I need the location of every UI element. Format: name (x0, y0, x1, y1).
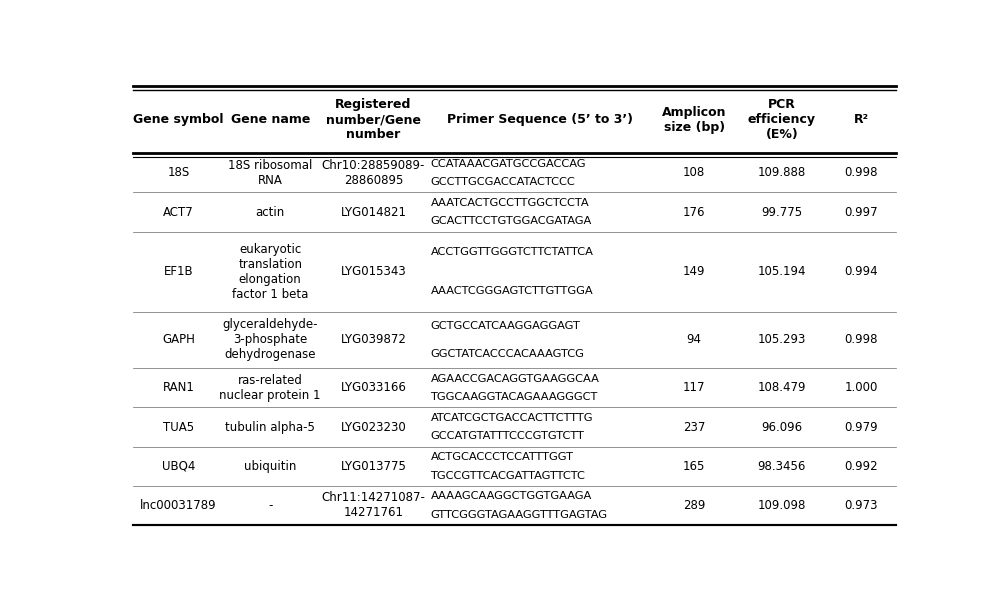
Text: GCCATGTATTTCCCGTGTCTT: GCCATGTATTTCCCGTGTCTT (431, 431, 584, 442)
Text: 0.992: 0.992 (844, 460, 878, 473)
Text: GCTGCCATCAAGGAGGAGT: GCTGCCATCAAGGAGGAGT (431, 322, 580, 331)
Text: RAN1: RAN1 (162, 382, 194, 394)
Text: Registered
number/Gene
number: Registered number/Gene number (326, 98, 421, 141)
Text: PCR
efficiency
(E%): PCR efficiency (E%) (748, 98, 816, 141)
Text: EF1B: EF1B (164, 265, 193, 278)
Text: GTTCGGGTAGAAGGTTTGAGTAG: GTTCGGGTAGAAGGTTTGAGTAG (431, 509, 608, 520)
Text: actin: actin (256, 206, 285, 218)
Text: GGCTATCACCCACAAAGTCG: GGCTATCACCCACAAAGTCG (431, 349, 584, 359)
Text: 149: 149 (683, 265, 705, 278)
Text: ACCTGGTTGGGTCTTCTATTCA: ACCTGGTTGGGTCTTCTATTCA (431, 247, 593, 257)
Text: LYG015343: LYG015343 (341, 265, 406, 278)
Text: 99.775: 99.775 (761, 206, 802, 218)
Text: ACT7: ACT7 (163, 206, 194, 218)
Text: 108: 108 (683, 166, 705, 179)
Text: GCACTTCCTGTGGACGATAGA: GCACTTCCTGTGGACGATAGA (431, 217, 592, 226)
Text: ras-related
nuclear protein 1: ras-related nuclear protein 1 (219, 374, 321, 402)
Text: Chr11:14271087-
14271761: Chr11:14271087- 14271761 (322, 491, 425, 519)
Text: 1.000: 1.000 (844, 382, 878, 394)
Text: 105.293: 105.293 (758, 334, 806, 346)
Text: Primer Sequence (5’ to 3’): Primer Sequence (5’ to 3’) (447, 113, 633, 126)
Text: ACTGCACCCTCCATTTGGT: ACTGCACCCTCCATTTGGT (431, 452, 574, 462)
Text: LYG033166: LYG033166 (341, 382, 406, 394)
Text: CCATAAACGATGCCGACCAG: CCATAAACGATGCCGACCAG (431, 158, 586, 169)
Text: TGCCGTTCACGATTAGTTCTC: TGCCGTTCACGATTAGTTCTC (431, 470, 585, 481)
Text: 0.998: 0.998 (844, 166, 878, 179)
Text: 109.098: 109.098 (758, 499, 806, 512)
Text: 18S: 18S (167, 166, 190, 179)
Text: Gene name: Gene name (231, 113, 310, 126)
Text: 109.888: 109.888 (758, 166, 806, 179)
Text: 98.3456: 98.3456 (758, 460, 806, 473)
Text: 176: 176 (683, 206, 705, 218)
Text: AAAAGCAAGGCTGGTGAAGA: AAAAGCAAGGCTGGTGAAGA (431, 491, 592, 501)
Text: -: - (268, 499, 272, 512)
Text: Gene symbol: Gene symbol (133, 113, 224, 126)
Text: 117: 117 (683, 382, 705, 394)
Text: 0.973: 0.973 (844, 499, 878, 512)
Text: Amplicon
size (bp): Amplicon size (bp) (662, 106, 726, 134)
Text: UBQ4: UBQ4 (162, 460, 195, 473)
Text: 0.979: 0.979 (844, 421, 878, 434)
Text: eukaryotic
translation
elongation
factor 1 beta: eukaryotic translation elongation factor… (232, 242, 308, 301)
Text: 0.994: 0.994 (844, 265, 878, 278)
Text: 96.096: 96.096 (761, 421, 802, 434)
Text: 165: 165 (683, 460, 705, 473)
Text: lnc00031789: lnc00031789 (140, 499, 217, 512)
Text: LYG014821: LYG014821 (340, 206, 406, 218)
Text: TUA5: TUA5 (163, 421, 194, 434)
Text: R²: R² (853, 113, 869, 126)
Text: Chr10:28859089-
28860895: Chr10:28859089- 28860895 (322, 159, 425, 187)
Text: 0.998: 0.998 (844, 334, 878, 346)
Text: 289: 289 (683, 499, 705, 512)
Text: GCCTTGCGACCATACTCCC: GCCTTGCGACCATACTCCC (431, 178, 575, 187)
Text: 18S ribosomal
RNA: 18S ribosomal RNA (228, 159, 312, 187)
Text: GAPH: GAPH (162, 334, 195, 346)
Text: LYG013775: LYG013775 (341, 460, 406, 473)
Text: glyceraldehyde-
3-phosphate
dehydrogenase: glyceraldehyde- 3-phosphate dehydrogenas… (222, 319, 318, 361)
Text: LYG023230: LYG023230 (341, 421, 406, 434)
Text: ubiquitin: ubiquitin (244, 460, 296, 473)
Text: AAATCACTGCCTTGGCTCCTA: AAATCACTGCCTTGGCTCCTA (431, 197, 589, 208)
Text: AGAACCGACAGGTGAAGGCAA: AGAACCGACAGGTGAAGGCAA (431, 374, 599, 383)
Text: ATCATCGCTGACCACTTCTTTG: ATCATCGCTGACCACTTCTTTG (431, 413, 593, 422)
Text: 108.479: 108.479 (758, 382, 806, 394)
Text: 94: 94 (687, 334, 702, 346)
Text: AAACTCGGGAGTCTTGTTGGA: AAACTCGGGAGTCTTGTTGGA (431, 286, 593, 296)
Text: LYG039872: LYG039872 (341, 334, 406, 346)
Text: 0.997: 0.997 (844, 206, 878, 218)
Text: TGGCAAGGTACAGAAAGGGCT: TGGCAAGGTACAGAAAGGGCT (431, 392, 598, 403)
Text: tubulin alpha-5: tubulin alpha-5 (225, 421, 315, 434)
Text: 237: 237 (683, 421, 705, 434)
Text: 105.194: 105.194 (758, 265, 806, 278)
